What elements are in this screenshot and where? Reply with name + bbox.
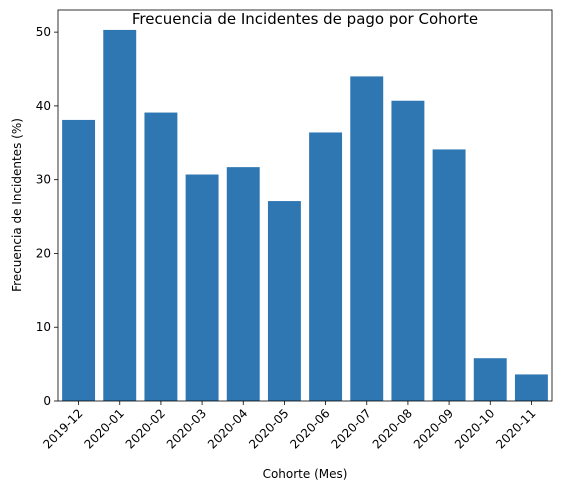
- y-tick-label: 10: [36, 320, 51, 334]
- bar-2020-06: [309, 132, 343, 401]
- x-axis: 2019-122020-012020-022020-032020-042020-…: [40, 401, 539, 452]
- x-tick-label: 2020-07: [329, 406, 374, 451]
- y-tick-label: 30: [36, 173, 51, 187]
- x-tick-label: 2020-09: [411, 406, 456, 451]
- y-tick-label: 40: [36, 99, 51, 113]
- y-tick-label: 20: [36, 246, 51, 260]
- bar-2020-01: [103, 29, 137, 401]
- x-tick-label: 2020-04: [205, 406, 250, 451]
- bars-group: [62, 29, 548, 402]
- bar-2020-09: [432, 149, 466, 401]
- bar-2020-07: [350, 76, 384, 402]
- y-axis: 0 10 20 30 40 50: [36, 25, 58, 408]
- x-tick-label: 2020-06: [287, 406, 332, 451]
- x-tick-label: 2020-11: [493, 406, 538, 451]
- bar-2019-12: [62, 119, 96, 402]
- x-tick-label: 2020-02: [123, 406, 168, 451]
- x-tick-label: 2020-10: [452, 406, 497, 451]
- bar-2020-03: [185, 174, 219, 401]
- y-axis-label: Frecuencia de Incidentes (%): [10, 118, 24, 292]
- chart-title: Frecuencia de Incidentes de pago por Coh…: [132, 10, 478, 28]
- y-tick-label: 0: [43, 394, 51, 408]
- plot-frame: [57, 9, 553, 402]
- x-tick-label: 2020-08: [370, 406, 415, 451]
- x-axis-label: Cohorte (Mes): [263, 467, 348, 481]
- x-tick-label: 2020-01: [82, 406, 127, 451]
- x-tick-label: 2020-03: [164, 406, 209, 451]
- bar-2020-05: [267, 201, 301, 401]
- bar-2020-02: [144, 112, 178, 402]
- bar-2020-10: [473, 358, 507, 401]
- bar-2020-11: [514, 374, 548, 401]
- x-tick-label: 2019-12: [40, 406, 85, 451]
- bar-2020-04: [226, 167, 260, 401]
- bar-2020-08: [391, 100, 425, 402]
- y-tick-label: 50: [36, 25, 51, 39]
- x-tick-label: 2020-05: [246, 406, 291, 451]
